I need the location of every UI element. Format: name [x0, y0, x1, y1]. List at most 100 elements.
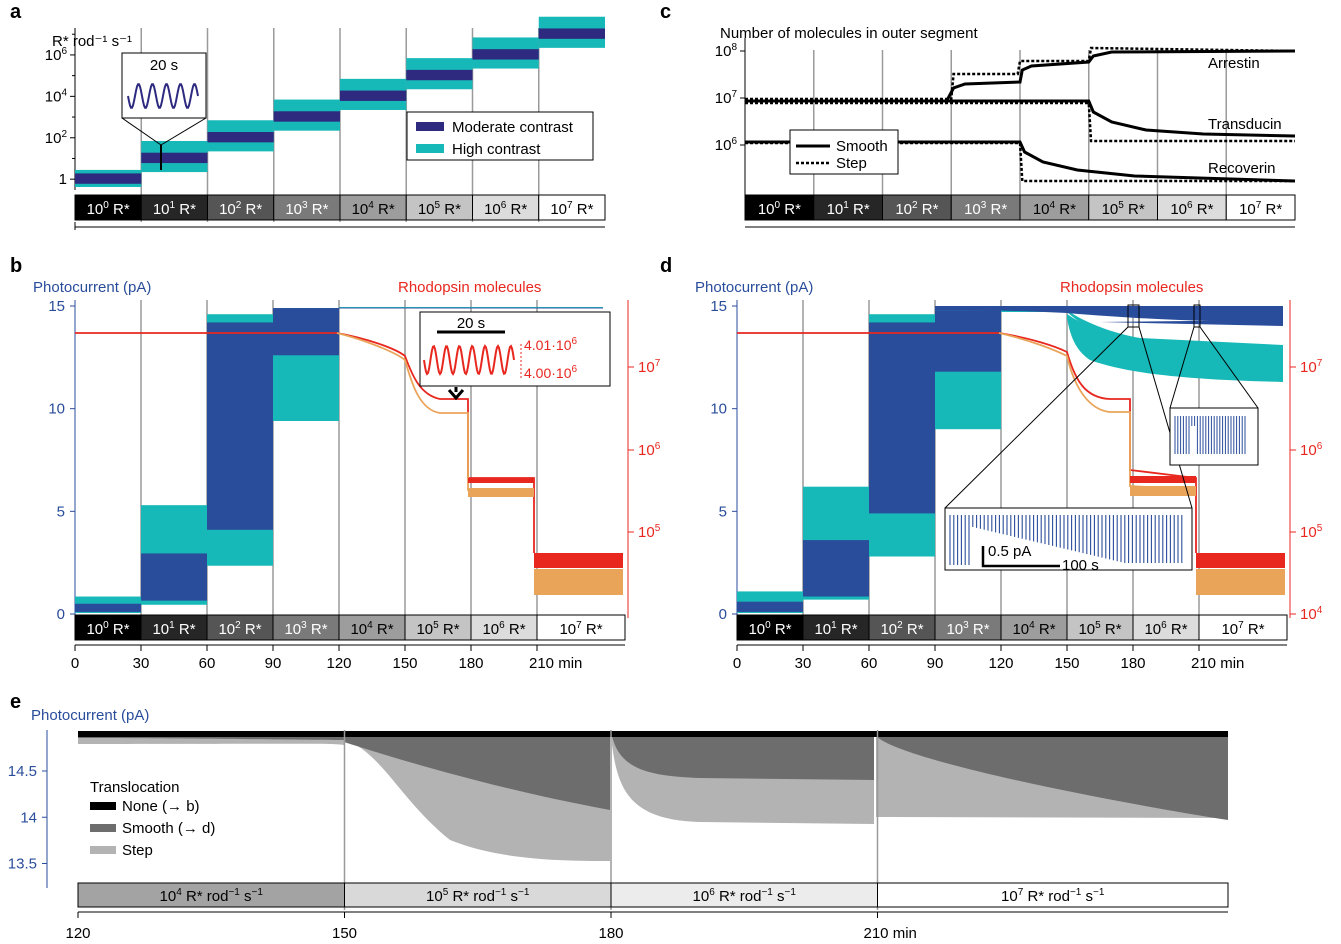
a-ytick-label: 102 — [45, 129, 68, 147]
d-scale-label-current: 0.5 pA — [988, 543, 1031, 560]
b-ytick-left-label: 0 — [57, 606, 65, 623]
b-band-navy — [273, 308, 339, 356]
e-area-none — [78, 731, 1228, 737]
d-stimulus-label-2: 102 R* — [880, 620, 923, 638]
d-scale-bar — [981, 546, 1060, 568]
d-y-label-right: Rhodopsin molecules — [1060, 279, 1203, 296]
e-xtick-label: 150 — [332, 925, 357, 942]
e-legend-swatch-1 — [90, 824, 116, 832]
a-bar-moderate — [472, 49, 539, 60]
b-rhodopsin-band-orange — [534, 569, 623, 595]
b-xtick-label: 30 — [133, 655, 150, 672]
b-xtick-label: 120 — [326, 655, 351, 672]
d-inset-connector — [1169, 326, 1195, 409]
c-line-transducin-smooth — [745, 99, 1296, 138]
a-bar-moderate — [340, 90, 407, 101]
e-xtick-label: 120 — [65, 925, 90, 942]
e-stimulus-label-0: 104 R* rod−1 s−1 — [160, 887, 264, 905]
b-band-navy — [141, 553, 207, 601]
a-stimulus-label-3: 103 R* — [285, 200, 328, 218]
a-legend-moderate: Moderate contrast — [452, 119, 574, 136]
d-stimulus-label-3: 103 R* — [946, 620, 989, 638]
d-rhodopsin-band — [1196, 553, 1285, 568]
b-inset-value-low: 4.00·106 — [524, 364, 577, 381]
d-xtick-label: 30 — [795, 655, 812, 672]
d-stimulus-box-7 — [1198, 614, 1288, 641]
b-stimulus-label-5: 105 R* — [416, 620, 459, 638]
d-inset-large — [944, 507, 1193, 571]
d-stimulus-box-1 — [802, 614, 870, 641]
c-legend-box — [789, 129, 899, 175]
e-y-label: Photocurrent (pA) — [31, 707, 149, 724]
b-stimulus-box-1 — [140, 614, 208, 641]
e-stimulus-box-1 — [344, 882, 612, 908]
b-stimulus-box-4 — [338, 614, 406, 641]
c-label-recoverin: Recoverin — [1208, 160, 1276, 177]
d-stimulus-label-5: 105 R* — [1078, 620, 1121, 638]
b-inset-wave — [423, 344, 515, 376]
b-stimulus-label-4: 104 R* — [350, 620, 393, 638]
a-ytick-label: 104 — [45, 87, 68, 105]
a-inset-wave — [127, 83, 199, 109]
b-xtick-label: 60 — [199, 655, 216, 672]
d-band-navy — [737, 601, 803, 612]
c-stimulus-label-4: 104 R* — [1033, 200, 1076, 218]
d-band-navy — [869, 322, 935, 514]
b-stimulus-label-7: 107 R* — [559, 620, 602, 638]
b-band-navy — [75, 603, 141, 612]
e-legend-swatch-2 — [90, 846, 116, 854]
d-rhodopsin-band-orange — [1130, 486, 1196, 496]
e-legend-item-2: Step — [122, 842, 153, 859]
c-stimulus-label-2: 102 R* — [895, 200, 938, 218]
d-band-teal-tail — [1001, 310, 1283, 354]
panel-label-a: a — [10, 1, 22, 23]
d-xtick-label: 0 — [733, 655, 741, 672]
c-stimulus-box-1 — [813, 194, 883, 221]
a-legend-high: High contrast — [452, 141, 541, 158]
b-stimulus-label-3: 103 R* — [284, 620, 327, 638]
a-stimulus-label-4: 104 R* — [352, 200, 395, 218]
c-stimulus-label-7: 107 R* — [1239, 200, 1282, 218]
d-stimulus-box-2 — [868, 614, 936, 641]
b-rhodopsin-orange — [336, 332, 534, 491]
d-ytick-right-label: 104 — [1300, 605, 1323, 623]
d-y-label-left: Photocurrent (pA) — [695, 279, 813, 296]
b-stimulus-box-5 — [404, 614, 472, 641]
c-label-transducin: Transducin — [1208, 116, 1282, 133]
b-inset-value-high: 4.01·106 — [524, 336, 577, 353]
panel-label-e: e — [10, 691, 21, 713]
c-stimulus-box-2 — [882, 194, 952, 221]
d-stimulus-box-4 — [1000, 614, 1068, 641]
d-band-navy — [803, 540, 869, 597]
c-stimulus-label-3: 103 R* — [964, 200, 1007, 218]
c-title: Number of molecules in outer segment — [720, 25, 978, 42]
c-stimulus-label-5: 105 R* — [1102, 200, 1145, 218]
a-inset-label: 20 s — [150, 57, 178, 74]
c-line-arrestin-step — [745, 46, 1296, 101]
b-stimulus-label-0: 100 R* — [86, 620, 129, 638]
b-xtick-label: 210 min — [529, 655, 582, 672]
b-stimulus-label-2: 102 R* — [218, 620, 261, 638]
d-inset-connector — [944, 326, 1129, 509]
e-ytick-label: 14.5 — [8, 763, 37, 780]
b-xtick-label: 90 — [265, 655, 282, 672]
a-bar-moderate — [141, 152, 208, 164]
d-xtick-label: 90 — [927, 655, 944, 672]
b-ytick-right-label: 106 — [638, 441, 661, 459]
a-stimulus-box-2 — [207, 194, 275, 221]
e-legend-title: Translocation — [90, 779, 180, 796]
e-stimulus-box-2 — [610, 882, 878, 908]
b-stimulus-label-6: 106 R* — [482, 620, 525, 638]
d-xtick-label: 180 — [1120, 655, 1145, 672]
d-ytick-left-label: 15 — [710, 298, 727, 315]
d-rhodopsin-band — [1130, 476, 1196, 483]
e-ytick-label: 14 — [20, 809, 37, 826]
c-stimulus-box-6 — [1157, 194, 1227, 221]
c-stimulus-label-6: 106 R* — [1170, 200, 1213, 218]
b-y-label-right: Rhodopsin molecules — [398, 279, 541, 296]
d-zoom-marker-2 — [1193, 304, 1201, 328]
a-stimulus-box-6 — [472, 194, 540, 221]
c-legend-smooth: Smooth — [836, 138, 888, 155]
e-ytick-label: 13.5 — [8, 856, 37, 873]
d-ytick-left-label: 10 — [710, 401, 727, 418]
